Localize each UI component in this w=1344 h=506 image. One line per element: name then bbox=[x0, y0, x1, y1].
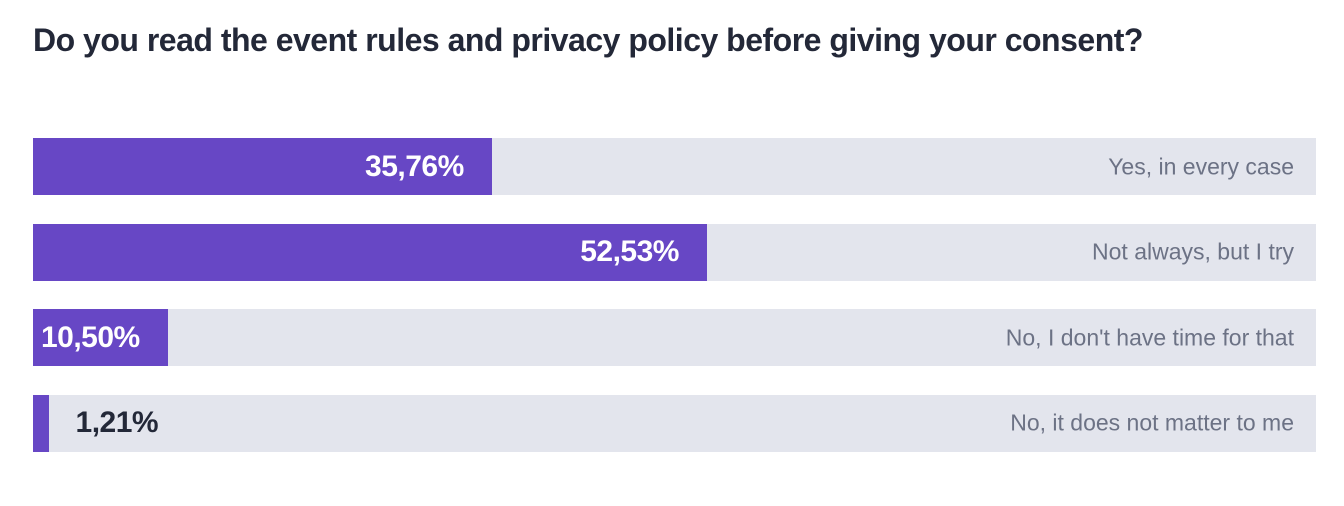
bar-fill bbox=[33, 394, 49, 452]
bar-row: 10,50% No, I don't have time for that bbox=[33, 309, 1316, 366]
bar-fill: 35,76% bbox=[33, 138, 492, 195]
bar-value-label: 35,76% bbox=[365, 149, 464, 183]
bar-value-label: 1,21% bbox=[75, 406, 159, 439]
chart-title: Do you read the event rules and privacy … bbox=[33, 22, 1143, 58]
bar-category-label: No, I don't have time for that bbox=[1005, 324, 1294, 350]
bar-category-label: Yes, in every case bbox=[1108, 153, 1294, 179]
bar-chart: 35,76% Yes, in every case 52,53% Not always… bbox=[33, 138, 1316, 452]
bar-fill: 10,50% bbox=[33, 309, 168, 366]
bar-fill: 52,53% bbox=[33, 223, 707, 281]
bar-category-label: No, it does not matter to me bbox=[1010, 409, 1294, 436]
bar-row: 52,53% Not always, but I try bbox=[33, 223, 1316, 281]
bar-category-label: Not always, but I try bbox=[1092, 238, 1294, 265]
bar-value-label: 52,53% bbox=[580, 235, 679, 268]
bar-row: 1,21% No, it does not matter to me bbox=[33, 394, 1316, 452]
bar-row: 35,76% Yes, in every case bbox=[33, 138, 1316, 195]
bar-value-label: 10,50% bbox=[40, 320, 140, 354]
